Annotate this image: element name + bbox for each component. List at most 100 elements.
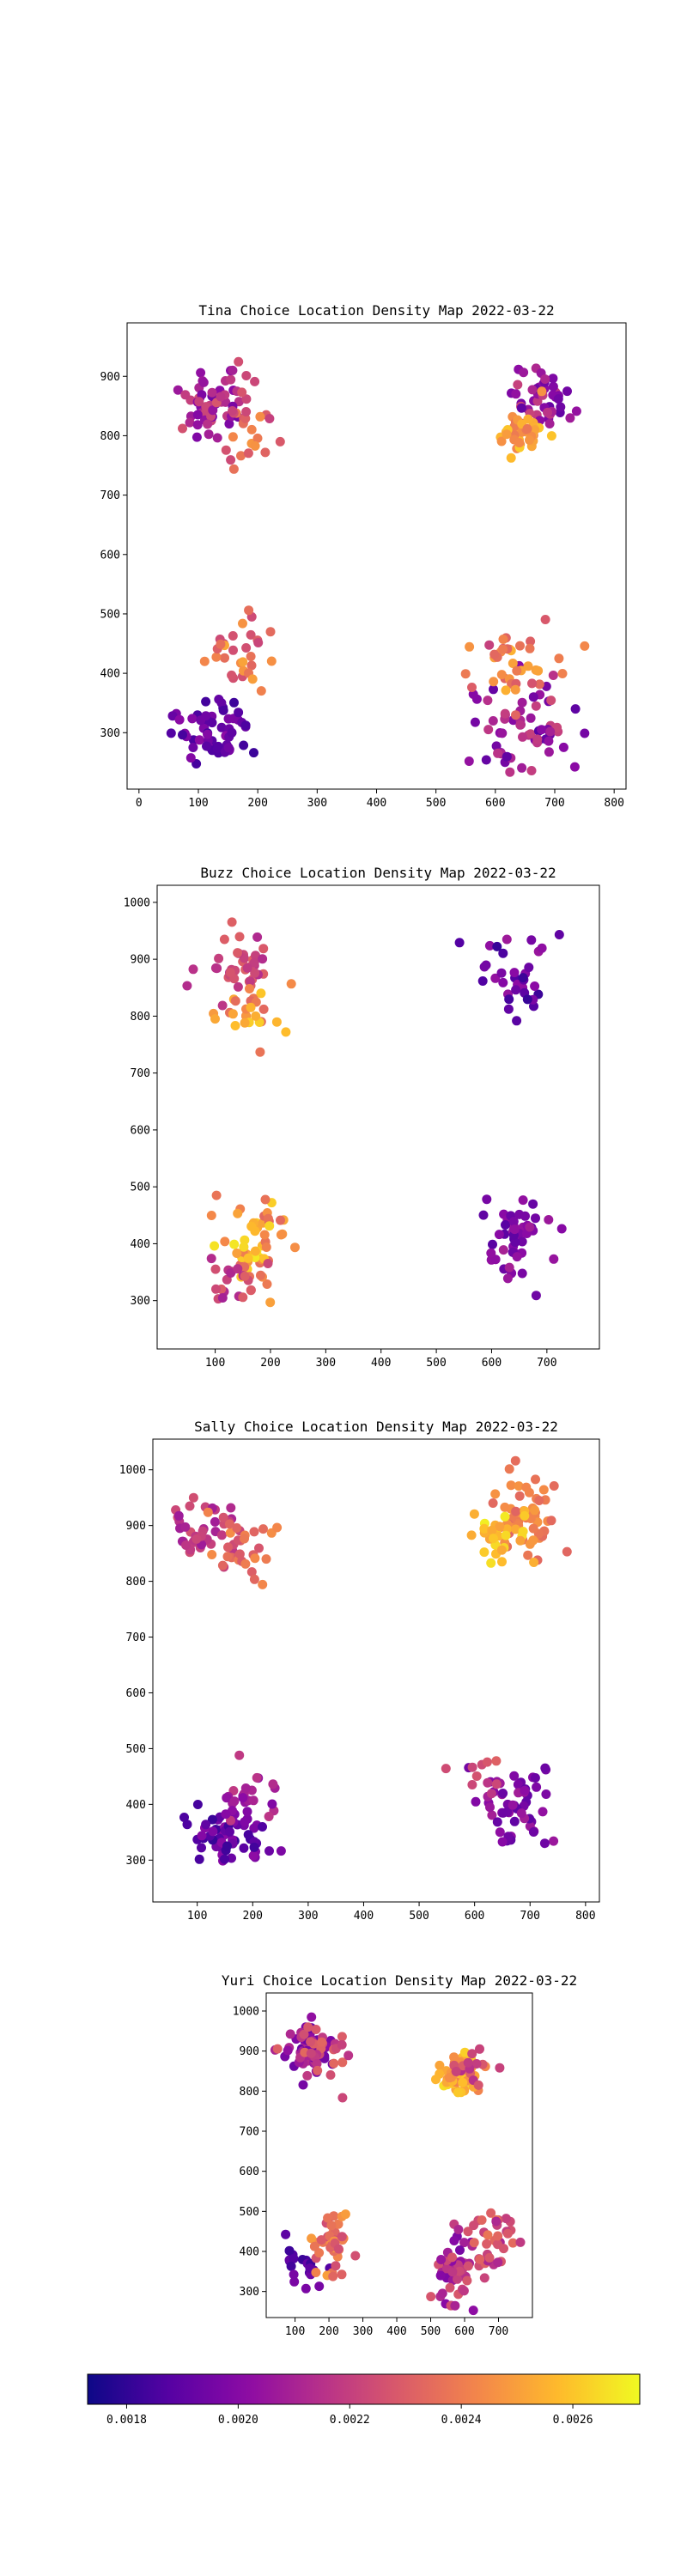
scatter-point (511, 985, 521, 995)
y-tick-label: 500 (126, 1743, 146, 1756)
scatter-point (243, 1830, 253, 1840)
scatter-point (301, 2283, 311, 2293)
scatter-point (167, 711, 178, 721)
scatter-point (281, 2229, 291, 2239)
scatter-point (520, 1211, 530, 1221)
scatter-point (258, 1822, 267, 1832)
scatter-point (534, 679, 544, 690)
scatter-point (326, 2221, 337, 2231)
scatter-point (238, 1292, 248, 1303)
scatter-point (525, 643, 535, 653)
scatter-point (511, 1524, 520, 1534)
scatter-point (249, 1842, 259, 1852)
scatter-point (492, 941, 502, 951)
chart-4: Yuri Choice Location Density Map 2022-03… (222, 1972, 577, 2338)
scatter-point (490, 1489, 501, 1499)
scatter-point (226, 455, 236, 465)
scatter-point (242, 963, 252, 973)
scatter-point (529, 1558, 539, 1567)
y-tick-label: 800 (240, 2086, 259, 2099)
scatter-point (460, 669, 471, 679)
y-tick-label: 800 (100, 430, 120, 443)
scatter-point (207, 1550, 217, 1559)
scatter-point (471, 2059, 482, 2069)
scatter-point (510, 1455, 520, 1466)
scatter-point (558, 742, 568, 752)
scatter-point (491, 1779, 502, 1789)
scatter-point (201, 696, 211, 707)
scatter-point (549, 1836, 559, 1846)
scatter-point (271, 1017, 282, 1027)
y-tick-label: 900 (240, 2045, 259, 2058)
scatter-point (483, 725, 494, 735)
scatter-point (514, 1491, 525, 1501)
scatter-point (174, 714, 185, 725)
axes-frame (156, 884, 600, 1350)
scatter-point (459, 2047, 470, 2057)
scatter-point (264, 414, 275, 423)
scatter-point (225, 1528, 235, 1538)
x-tick-label: 600 (482, 1357, 502, 1370)
scatter-point (256, 1270, 265, 1280)
scatter-point (541, 1789, 551, 1799)
scatter-point (571, 406, 581, 416)
scatter-point (526, 713, 536, 723)
scatter-point (261, 1554, 271, 1564)
scatter-point (493, 748, 503, 758)
scatter-point (265, 1297, 276, 1308)
scatter-point (467, 2049, 477, 2059)
scatter-point (518, 1527, 528, 1536)
scatter-point (514, 438, 525, 448)
y-tick-label: 300 (126, 1855, 146, 1868)
scatter-point (216, 639, 226, 649)
scatter-point (197, 1843, 206, 1853)
x-tick-label: 300 (316, 1357, 336, 1370)
scatter-point (459, 2238, 469, 2248)
scatter-point (473, 2080, 483, 2090)
scatter-point (483, 1777, 493, 1788)
scatter-point (528, 692, 538, 702)
chart-title: Tina Choice Location Density Map 2022-03… (198, 302, 554, 319)
scatter-point (502, 2228, 513, 2239)
scatter-point (497, 728, 508, 738)
scatter-point (265, 627, 276, 637)
scatter-point (222, 1841, 232, 1851)
scatter-point (539, 1838, 550, 1849)
scatter-points (171, 1455, 572, 1866)
scatter-point (467, 1780, 477, 1789)
scatter-point (501, 2214, 511, 2224)
scatter-point (470, 717, 480, 727)
scatter-point (519, 368, 529, 378)
scatter-point (481, 755, 491, 765)
scatter-point (554, 653, 564, 664)
scatter-point (220, 653, 229, 663)
scatter-point (500, 708, 510, 719)
y-tick-label: 400 (240, 2246, 259, 2259)
scatter-point (234, 708, 244, 718)
scatter-point (307, 2233, 317, 2244)
scatter-point (250, 1246, 260, 1256)
scatter-point (246, 1285, 256, 1296)
scatter-point (486, 1248, 496, 1258)
scatter-point (325, 2070, 336, 2080)
scatter-point (493, 2257, 503, 2268)
scatter-point (509, 1771, 520, 1781)
scatter-point (447, 2267, 458, 2277)
scatter-point (245, 976, 255, 987)
scatter-point (316, 2235, 326, 2245)
scatter-point (450, 2300, 460, 2311)
scatter-point (523, 1550, 533, 1560)
scatter-point (249, 957, 259, 968)
scatter-point (225, 1826, 234, 1837)
scatter-point (210, 1516, 220, 1527)
scatter-point (508, 1217, 519, 1227)
scatter-point (262, 1279, 272, 1289)
colorbar-tick-label: 0.0020 (218, 2414, 258, 2427)
scatter-point (233, 1208, 243, 1218)
scatter-point (240, 1558, 251, 1569)
scatter-point (232, 1249, 242, 1258)
scatter-point (207, 387, 217, 398)
scatter-point (508, 2238, 518, 2248)
scatter-point (488, 1239, 497, 1249)
scatter-point (518, 973, 528, 983)
